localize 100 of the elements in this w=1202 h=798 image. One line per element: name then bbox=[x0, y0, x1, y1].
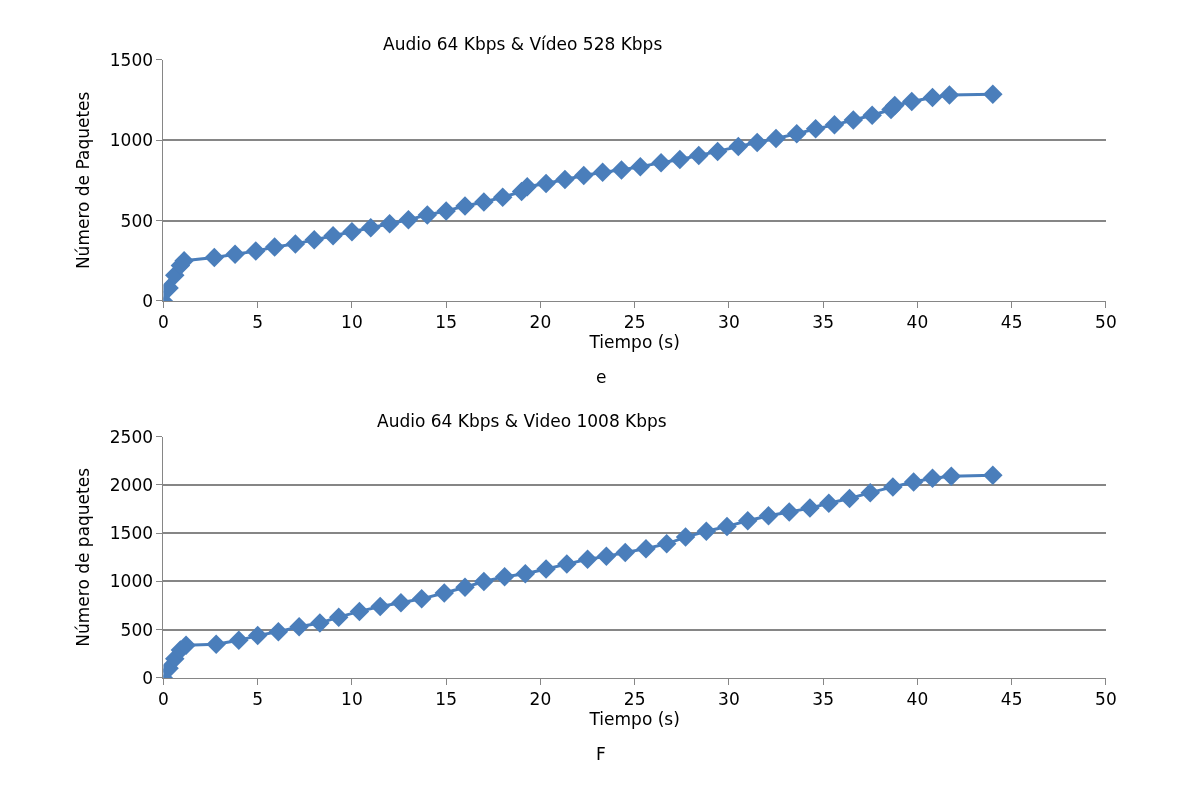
point bbox=[557, 554, 577, 574]
point bbox=[370, 596, 390, 617]
point bbox=[903, 472, 924, 492]
x-tick-label: 25 bbox=[623, 312, 646, 333]
point bbox=[839, 488, 860, 509]
x-tick-label: 50 bbox=[1095, 689, 1117, 710]
point bbox=[843, 110, 864, 130]
point bbox=[492, 187, 513, 207]
point bbox=[264, 237, 285, 257]
point bbox=[675, 527, 696, 547]
point bbox=[268, 621, 289, 642]
point bbox=[536, 559, 556, 579]
point bbox=[323, 226, 343, 246]
point bbox=[536, 173, 556, 194]
point bbox=[285, 234, 306, 254]
point bbox=[983, 465, 1003, 486]
x-tick-label: 35 bbox=[812, 312, 834, 333]
point bbox=[434, 583, 455, 603]
x-tick-label: 15 bbox=[435, 689, 457, 710]
x-axis-title: Tiempo (s) bbox=[588, 709, 680, 730]
point bbox=[436, 201, 456, 221]
x-tick-label: 40 bbox=[906, 312, 929, 333]
point bbox=[779, 502, 799, 522]
point bbox=[819, 493, 839, 514]
point bbox=[902, 91, 922, 112]
point bbox=[310, 613, 330, 633]
point bbox=[656, 534, 677, 554]
y-tick-label: 500 bbox=[120, 210, 154, 231]
point bbox=[574, 165, 594, 186]
x-tick-label: 10 bbox=[341, 689, 363, 710]
text: F bbox=[596, 744, 606, 764]
x-tick-label: 0 bbox=[158, 312, 169, 333]
point bbox=[246, 241, 266, 261]
x-tick-label: 15 bbox=[435, 312, 457, 333]
x-tick-label: 40 bbox=[906, 689, 929, 710]
point bbox=[636, 538, 656, 559]
point bbox=[474, 192, 494, 212]
x-tick-label: 10 bbox=[341, 312, 363, 333]
x-tick-label: 50 bbox=[1095, 312, 1117, 333]
point bbox=[805, 119, 826, 139]
point bbox=[611, 160, 632, 180]
point bbox=[398, 210, 419, 230]
point bbox=[342, 222, 362, 242]
y-tick-label: 1000 bbox=[109, 130, 154, 151]
point bbox=[204, 247, 225, 268]
x-tick-label: 30 bbox=[718, 312, 740, 333]
y-tick-label: 1000 bbox=[109, 571, 154, 592]
text: e bbox=[596, 367, 607, 387]
point bbox=[787, 123, 807, 144]
x-tick-label: 35 bbox=[812, 689, 834, 710]
point bbox=[883, 477, 903, 497]
point bbox=[229, 630, 249, 651]
point bbox=[455, 577, 475, 598]
x-tick-label: 25 bbox=[623, 689, 646, 710]
y-tick-label: 0 bbox=[142, 667, 154, 688]
y-tick-label: 1500 bbox=[109, 49, 154, 70]
point bbox=[860, 482, 881, 503]
point bbox=[391, 592, 411, 613]
x-tick-label: 5 bbox=[252, 689, 264, 710]
point bbox=[766, 128, 786, 149]
y-tick-label: 0 bbox=[142, 290, 154, 311]
point bbox=[555, 169, 575, 190]
point bbox=[247, 625, 268, 646]
point bbox=[379, 214, 400, 234]
point bbox=[494, 566, 515, 587]
y-tick-label: 1500 bbox=[109, 523, 154, 544]
y-tick-label: 2000 bbox=[109, 474, 154, 495]
point bbox=[717, 516, 737, 537]
x-tick-label: 5 bbox=[252, 312, 264, 333]
point bbox=[651, 152, 671, 173]
x-tick-label: 20 bbox=[529, 689, 552, 710]
point bbox=[758, 506, 779, 526]
chart-title: Audio 64 Kbps & Video 1008 Kbps bbox=[377, 411, 667, 431]
point bbox=[862, 105, 882, 125]
point bbox=[328, 607, 349, 627]
point bbox=[941, 466, 962, 487]
point bbox=[630, 156, 651, 177]
point bbox=[515, 564, 536, 584]
x-tick-label: 45 bbox=[1000, 312, 1023, 333]
x-tick-label: 30 bbox=[718, 689, 740, 710]
y-tick-label: 2500 bbox=[109, 426, 154, 447]
point bbox=[800, 498, 820, 518]
point bbox=[922, 87, 943, 108]
y-tick-label: 500 bbox=[120, 619, 154, 640]
point bbox=[983, 84, 1003, 105]
x-tick-label: 0 bbox=[158, 689, 169, 710]
x-axis-title: Tiempo (s) bbox=[588, 332, 680, 353]
point bbox=[225, 244, 245, 265]
chart-title: Audio 64 Kbps & Vídeo 528 Kbps bbox=[383, 34, 663, 54]
point bbox=[304, 230, 324, 250]
point bbox=[615, 542, 635, 563]
point bbox=[411, 589, 432, 609]
point bbox=[707, 141, 728, 162]
point bbox=[922, 468, 943, 488]
point bbox=[728, 136, 749, 157]
point bbox=[592, 162, 613, 183]
point bbox=[474, 571, 494, 592]
y-axis-title: Número de Paquetes bbox=[73, 91, 94, 270]
point bbox=[455, 196, 475, 216]
point bbox=[577, 549, 598, 570]
